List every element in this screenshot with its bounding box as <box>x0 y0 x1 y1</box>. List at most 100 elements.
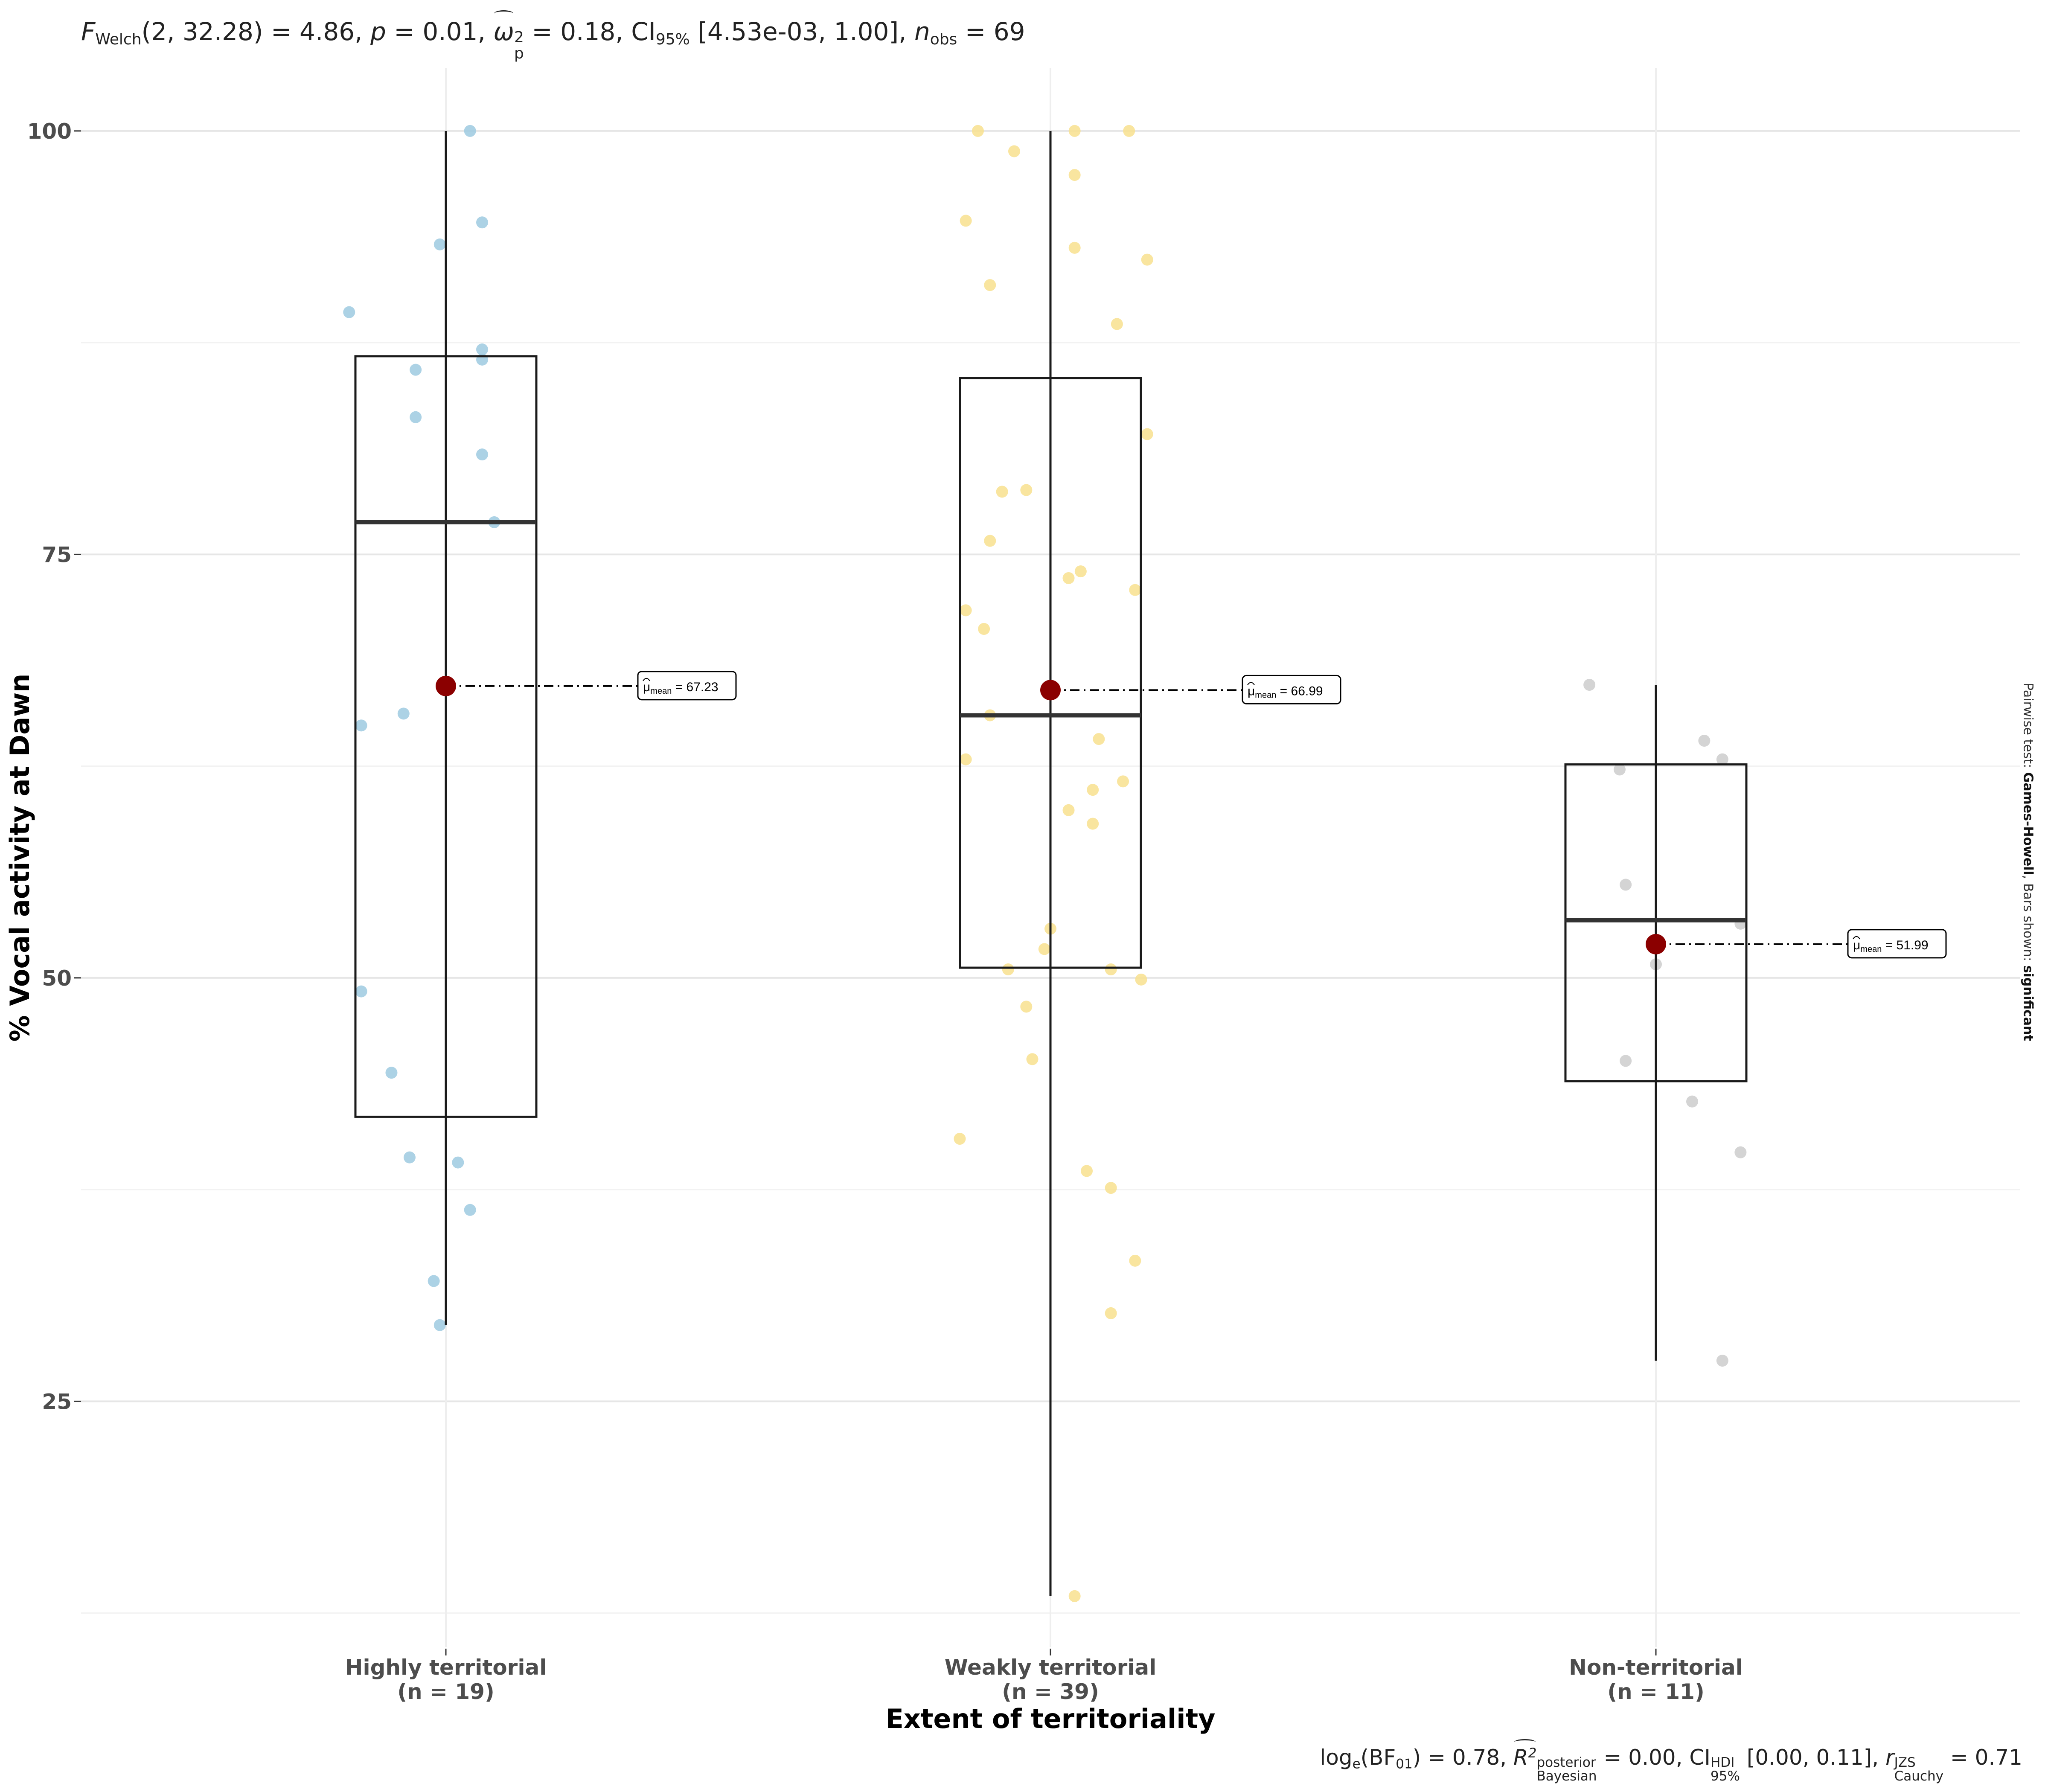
mean-label-non-territorial: μmean = 51.99 <box>1847 929 1947 959</box>
data-point-non-territorial <box>1734 1146 1747 1158</box>
mean-label-highly-territorial: μmean = 67.23 <box>637 671 737 701</box>
hdi-bottom: 95% <box>1711 1769 1740 1784</box>
mean-label-text: μmean = 51.99 <box>1853 938 1929 954</box>
mean-markers: μmean = 67.23 μmean = 66.99 μmean = 51.99 <box>436 671 1947 959</box>
data-point-non-territorial <box>1698 735 1711 747</box>
y-axis-label: % Vocal activity at Dawn <box>4 674 35 1042</box>
r2-bottom: Bayesian <box>1536 1769 1597 1784</box>
bayesian-caption: loge(BF01) = 0.78, R2 posterior Bayesian =… <box>1320 1739 2022 1784</box>
data-point-highly-territorial <box>476 216 489 229</box>
data-point-highly-territorial <box>397 707 410 720</box>
data-point-weakly-territorial <box>1135 973 1147 986</box>
data-point-highly-territorial <box>428 1275 440 1287</box>
r2-sup: 2 <box>1528 1745 1537 1761</box>
data-point-non-territorial <box>1716 753 1728 765</box>
y-tick-label: 25 <box>42 1389 72 1414</box>
effect-size-letter: ω <box>493 17 514 46</box>
x-tick-n-weakly-territorial: (n = 39) <box>1002 1679 1099 1704</box>
data-point-weakly-territorial <box>1068 1590 1081 1602</box>
hdi-top: HDI <box>1711 1754 1735 1770</box>
r2-top: posterior <box>1536 1754 1596 1770</box>
data-point-weakly-territorial <box>1074 565 1087 578</box>
box-highly-territorial <box>354 355 538 1118</box>
data-point-weakly-territorial <box>1020 484 1033 496</box>
mean-label-weakly-territorial: μmean = 66.99 <box>1242 675 1341 704</box>
data-point-weakly-territorial <box>1038 943 1050 955</box>
data-point-weakly-territorial <box>1141 253 1153 266</box>
mean-label-box <box>1847 929 1947 959</box>
hdi-symbol: CI <box>1689 1745 1711 1770</box>
box-weakly-territorial <box>959 377 1142 969</box>
data-point-weakly-territorial <box>960 604 972 617</box>
bf-value: ) = 0.78, <box>1412 1745 1513 1770</box>
data-point-highly-territorial <box>464 1204 476 1216</box>
bf-log: log <box>1320 1745 1353 1770</box>
mean-label-text: μmean = 66.99 <box>1248 684 1323 700</box>
mean-label-box <box>1242 675 1341 704</box>
hdi-value: [0.00, 0.11], <box>1740 1745 1886 1770</box>
data-point-weakly-territorial <box>1002 963 1014 976</box>
data-point-weakly-territorial <box>1020 1001 1033 1013</box>
y-tick-label: 75 <box>42 542 72 567</box>
prior-indices: JZS Cauchy <box>1894 1756 1943 1783</box>
data-point-weakly-territorial <box>1117 775 1129 788</box>
effect-size-sub: p <box>514 45 524 63</box>
bf-symbol: (BF <box>1360 1745 1396 1770</box>
mean-hat <box>1853 936 1860 940</box>
data-point-weakly-territorial <box>1129 1254 1141 1267</box>
data-point-highly-territorial <box>476 448 489 461</box>
mean-hat <box>1247 682 1255 685</box>
pairwise-shown: significant <box>2020 965 2036 1041</box>
effect-size-symbol: ω <box>493 10 514 46</box>
pairwise-middle: , Bars shown: <box>2020 875 2036 966</box>
n-subscript: obs <box>930 31 957 49</box>
box-plots <box>354 131 1748 1596</box>
mean-marker-non-territorial <box>1646 934 1666 954</box>
ci-subscript: 95% <box>655 31 690 49</box>
data-point-weakly-territorial <box>1105 963 1117 976</box>
r2-value: = 0.00, <box>1597 1745 1690 1770</box>
data-point-weakly-territorial <box>1105 1182 1117 1194</box>
r2-indices: posterior Bayesian <box>1536 1756 1597 1783</box>
data-points <box>343 125 1747 1602</box>
stat-subscript: Welch <box>95 31 142 49</box>
data-point-highly-territorial <box>452 1156 464 1169</box>
pairwise-test: Games-Howell <box>2020 772 2036 875</box>
data-point-weakly-territorial <box>1105 1307 1117 1319</box>
bf-subscript: 01 <box>1396 1756 1413 1772</box>
ci-value: [4.53e-03, 1.00], <box>689 17 914 46</box>
data-point-weakly-territorial <box>1026 1053 1039 1065</box>
pairwise-note: Pairwise test: Games-Howell, Bars shown:… <box>2021 683 2036 1041</box>
data-point-highly-territorial <box>433 1319 446 1331</box>
data-point-non-territorial <box>1716 1355 1728 1367</box>
data-point-highly-territorial <box>410 364 422 376</box>
data-point-weakly-territorial <box>1062 804 1075 816</box>
x-tick-label-highly-territorial: Highly territorial <box>345 1655 547 1680</box>
data-point-highly-territorial <box>355 985 367 998</box>
data-point-weakly-territorial <box>1087 784 1099 796</box>
data-point-weakly-territorial <box>1093 733 1105 745</box>
data-point-weakly-territorial <box>1068 125 1081 137</box>
data-point-highly-territorial <box>476 343 489 356</box>
x-tick-label-non-territorial: Non-territorial <box>1569 1655 1743 1680</box>
data-point-weakly-territorial <box>972 125 984 137</box>
prior-symbol: r <box>1885 1745 1894 1770</box>
data-point-non-territorial <box>1686 1095 1699 1108</box>
data-point-weakly-territorial <box>984 279 996 291</box>
data-point-weakly-territorial <box>996 486 1008 498</box>
stat-symbol: F <box>81 17 96 46</box>
y-tick-label: 100 <box>27 119 72 144</box>
data-point-weakly-territorial <box>1087 817 1099 830</box>
data-point-non-territorial <box>1613 763 1626 776</box>
effect-size-value: = 0.18, <box>524 17 631 46</box>
x-tick-n-highly-territorial: (n = 19) <box>397 1679 495 1704</box>
data-point-highly-territorial <box>343 306 355 318</box>
data-point-weakly-territorial <box>1008 145 1020 157</box>
n-symbol: n <box>914 17 930 46</box>
x-tick-label-weakly-territorial: Weakly territorial <box>945 1655 1157 1680</box>
mean-marker-highly-territorial <box>436 675 456 696</box>
prior-bottom: Cauchy <box>1894 1769 1943 1784</box>
data-point-weakly-territorial <box>1062 572 1075 584</box>
data-point-weakly-territorial <box>984 535 996 547</box>
